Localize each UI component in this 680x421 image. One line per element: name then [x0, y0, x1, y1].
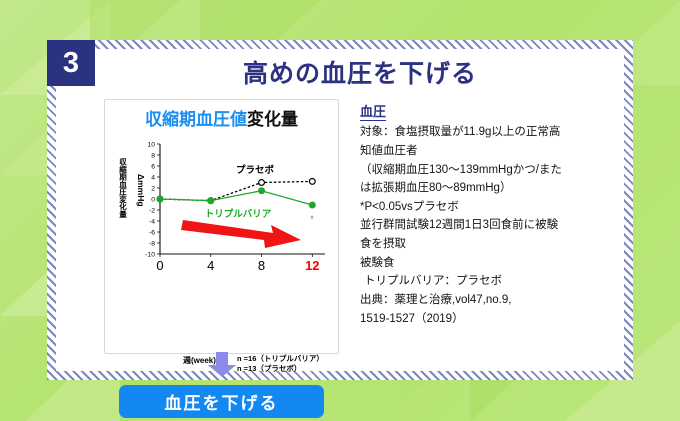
info-block: 血圧 対象：食塩摂取量が11.9g以上の正常高 知値血圧者 （収縮期血圧130〜13…: [360, 104, 610, 328]
chart-title: 収縮期血圧値変化量: [105, 111, 338, 128]
info-line: 対象：食塩摂取量が11.9g以上の正常高: [360, 126, 561, 139]
y-tick-label: -4: [149, 219, 155, 226]
info-line: 知値血圧者: [360, 144, 418, 157]
info-line: 食を摂取: [360, 238, 406, 250]
x-tick-label: 8: [258, 258, 265, 273]
y-tick-label: 10: [147, 142, 155, 149]
y-tick-label: -8: [149, 241, 155, 248]
y-tick-label: 0: [151, 197, 155, 204]
info-line: 出典：薬理と治療,vol47,no.9,: [360, 293, 512, 306]
y-tick-label: 2: [151, 186, 155, 193]
lower-blood-pressure-button[interactable]: 血圧を下げる: [119, 385, 324, 418]
y-axis-label: 収縮期血圧変化量: [118, 158, 128, 218]
info-line: 被験食: [360, 256, 395, 269]
info-line: 1519-1527（2019）: [360, 312, 464, 325]
y-tick-label: -2: [149, 208, 155, 215]
annotation-triple-barrier: トリプルバリア: [205, 208, 272, 220]
y-tick-label: 8: [151, 153, 155, 160]
page-title: 高めの血圧を下げる: [242, 60, 477, 88]
info-line: トリプルバリア：プラセボ: [364, 275, 502, 288]
info-line: *P<0.05vsプラセボ: [360, 200, 459, 213]
sample-size-line-1: n =16（トリプルバリア）: [237, 354, 324, 363]
purple-down-arrow-icon: [207, 352, 236, 377]
line-chart-svg: 10 8 6 4 2 0 -2 -4 -6 -8 -10 0 4 8 12 プラセボ トリプルバリア *: [145, 142, 325, 273]
x-tick-label: 12: [305, 258, 319, 273]
info-heading: 血圧: [360, 104, 387, 122]
info-line: （収縮期血圧130〜139mmHgかつ/また: [360, 163, 562, 176]
step-number-badge: 3: [47, 40, 95, 86]
info-line: は拡張期血圧80〜89mmHg）: [360, 182, 512, 195]
x-tick-group: 0 4 8 12: [156, 254, 320, 273]
annotation-placebo: プラセボ: [236, 164, 275, 176]
y-axis-unit-label: ΔmmHg: [136, 174, 146, 207]
x-axis-label: 週(week): [183, 356, 216, 365]
sample-size-note: n =16（トリプルバリア） n =13（プラセボ）: [237, 354, 324, 374]
red-trend-arrow-icon: [181, 220, 301, 248]
y-tick-label: 4: [151, 175, 155, 182]
info-lines: 対象：食塩摂取量が11.9g以上の正常高 知値血圧者 （収縮期血圧130〜139mm…: [360, 123, 610, 328]
chart-title-black: 変化量: [247, 110, 298, 129]
y-tick-group: 10 8 6 4 2 0 -2 -4 -6 -8 -10: [145, 142, 160, 259]
info-line: 並行群間試験12週間1日3回食前に被験: [360, 219, 559, 232]
x-tick-label: 4: [207, 258, 214, 273]
y-tick-label: -10: [145, 252, 155, 259]
y-tick-label: -6: [149, 230, 155, 237]
series-triple: [156, 187, 316, 209]
chart-title-blue: 収縮期血圧値: [145, 110, 247, 129]
annotation-significance-asterisk: *: [310, 214, 314, 224]
plot-area: 収縮期血圧変化量 ΔmmHg 10 8 6 4 2 0 -2 -4 -6 -8 -10 0 4 8 12 …: [105, 136, 340, 373]
y-tick-label: 6: [151, 164, 155, 171]
x-tick-label: 0: [156, 258, 163, 273]
sample-size-line-2: n =13（プラセボ）: [237, 364, 302, 374]
chart-panel: 収縮期血圧値変化量 収縮期血圧変化量 ΔmmHg 10 8 6 4 2 0 -2 -4 -6 -8…: [104, 99, 340, 418]
